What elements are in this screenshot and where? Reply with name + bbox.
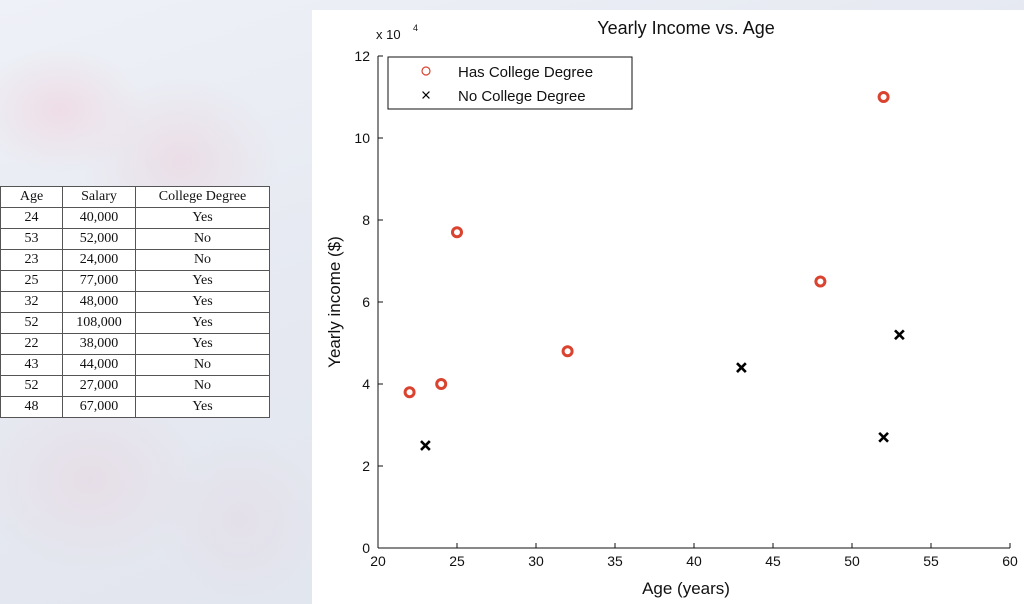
x-marker-stroke: [878, 431, 889, 443]
cell-age: 23: [0, 249, 63, 271]
chart-title: Yearly Income vs. Age: [597, 18, 774, 38]
cell-college-degree: No: [135, 249, 270, 271]
cell-college-degree: Yes: [135, 333, 270, 355]
x-tick-label: 45: [765, 553, 781, 569]
cell-salary: 24,000: [62, 249, 136, 271]
cell-age: 32: [0, 291, 63, 313]
table-row: 52 27,000 No: [0, 375, 270, 397]
x-tick-label: 40: [686, 553, 702, 569]
data-point-no-degree: [420, 440, 431, 451]
y-tick-label: 12: [354, 48, 370, 64]
legend-label-has-degree: Has College Degree: [458, 64, 593, 81]
cell-salary: 38,000: [62, 333, 136, 355]
cell-salary: 48,000: [62, 291, 136, 313]
cell-college-degree: Yes: [135, 396, 270, 418]
table-row: 48 67,000 Yes: [0, 396, 270, 418]
y-axis-label: Yearly income ($): [325, 236, 344, 368]
x-marker-stroke: [422, 91, 430, 99]
legend-x-marker: [422, 91, 430, 99]
x-axis-label: Age (years): [642, 579, 730, 598]
data-point-no-degree: [878, 431, 889, 443]
data-point-no-degree: [894, 329, 905, 341]
scatter-chart: 20 25 30 35 40 45 50 55 60 0 2 4 6 8 10 12 x 10 4 Yearly I…: [325, 18, 1018, 598]
cell-salary: 44,000: [62, 354, 136, 376]
cell-age: 52: [0, 312, 63, 334]
x-marker-stroke: [420, 440, 431, 451]
x-tick-label: 30: [528, 553, 544, 569]
legend-circle-marker: [421, 66, 431, 76]
table-row: 25 77,000 Yes: [0, 270, 270, 292]
cell-college-degree: No: [135, 375, 270, 397]
x-marker-stroke: [894, 329, 905, 341]
cell-age: 53: [0, 228, 63, 250]
legend: Has College Degree No College Degree: [387, 56, 633, 110]
data-point-no-degree: [736, 362, 747, 373]
y-tick-label: 10: [354, 130, 370, 146]
data-point-has-degree: [435, 378, 448, 390]
cell-college-degree: Yes: [135, 207, 270, 229]
table-row: 53 52,000 No: [0, 228, 270, 250]
data-point-has-degree: [451, 226, 463, 239]
cell-age: 43: [0, 354, 63, 376]
cell-salary: 27,000: [62, 375, 136, 397]
cell-age: 22: [0, 333, 63, 355]
table-row: 23 24,000 No: [0, 249, 270, 271]
cell-college-degree: Yes: [135, 312, 270, 334]
x-tick-label: 55: [923, 553, 939, 569]
table-row: 22 38,000 Yes: [0, 333, 270, 355]
data-point-has-degree: [814, 275, 827, 288]
table-row: 52 108,000 Yes: [0, 312, 270, 334]
header-age: Age: [0, 186, 63, 208]
legend-box: [387, 56, 633, 110]
cell-age: 52: [0, 375, 63, 397]
x-tick-label: 35: [607, 553, 623, 569]
cell-salary: 108,000: [62, 312, 136, 334]
cell-salary: 40,000: [62, 207, 136, 229]
x-tick-label: 25: [449, 553, 465, 569]
cell-college-degree: No: [135, 354, 270, 376]
y-exponent-power: 4: [413, 23, 418, 33]
cell-college-degree: Yes: [135, 291, 270, 313]
cell-salary: 52,000: [62, 228, 136, 250]
x-tick-label: 50: [844, 553, 860, 569]
cell-college-degree: No: [135, 228, 270, 250]
data-point-has-degree: [561, 345, 574, 358]
table-row: 32 48,000 Yes: [0, 291, 270, 313]
x-tick-label: 20: [370, 553, 386, 569]
y-tick-label: 4: [362, 376, 370, 392]
x-marker-stroke: [736, 362, 747, 373]
y-exponent-label: x 10: [376, 27, 401, 42]
cell-salary: 67,000: [62, 396, 136, 418]
y-tick-label: 0: [362, 540, 370, 556]
header-salary: Salary: [62, 186, 136, 208]
data-point-has-degree: [403, 386, 416, 399]
x-tick-label: 60: [1002, 553, 1018, 569]
table-body: 24 40,000 Yes 53 52,000 No 23 24,000 No 25 77,000 Y…: [0, 207, 270, 418]
y-tick-label: 6: [362, 294, 370, 310]
cell-age: 24: [0, 207, 63, 229]
chart-panel: 20 25 30 35 40 45 50 55 60 0 2 4 6 8 10 12 x 10 4 Yearly I…: [312, 10, 1024, 604]
cell-salary: 77,000: [62, 270, 136, 292]
data-table: Age Salary College Degree 24 40,000 Yes 53 5…: [0, 186, 270, 418]
cell-age: 25: [0, 270, 63, 292]
cell-college-degree: Yes: [135, 270, 270, 292]
table-header-row: Age Salary College Degree: [0, 186, 270, 208]
header-college-degree: College Degree: [135, 186, 270, 208]
table-row: 24 40,000 Yes: [0, 207, 270, 229]
table-row: 43 44,000 No: [0, 354, 270, 376]
y-tick-label: 8: [362, 212, 370, 228]
cell-age: 48: [0, 396, 63, 418]
y-tick-label: 2: [362, 458, 370, 474]
data-point-has-degree: [877, 91, 890, 103]
legend-label-no-degree: No College Degree: [458, 88, 586, 105]
